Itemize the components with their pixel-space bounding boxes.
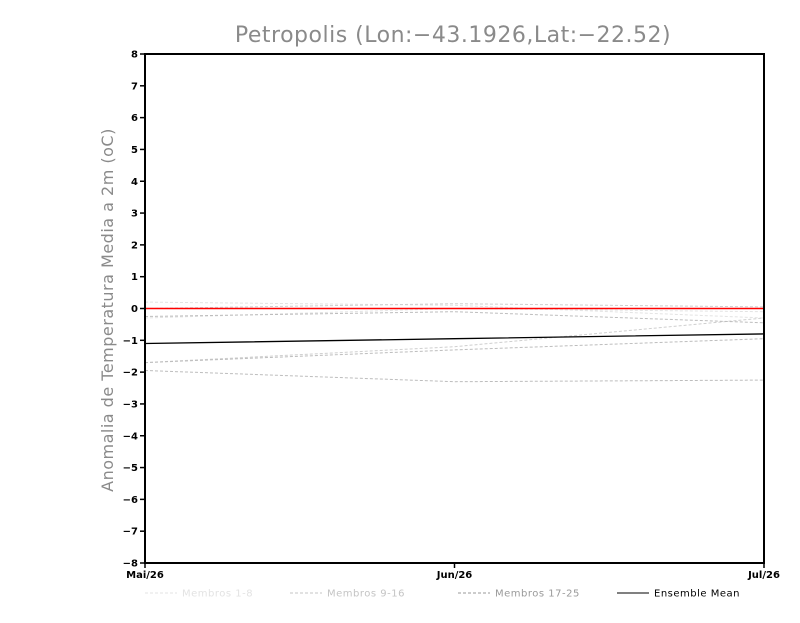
legend-label: Membros 17-25 [495, 589, 580, 600]
x-tick-label: Jun/26 [436, 570, 473, 581]
y-tick-label: −8 [123, 559, 138, 570]
plot-area [144, 301, 765, 383]
series-line-member-5 [144, 338, 765, 364]
y-tick-label: 8 [131, 50, 138, 61]
legend: Membros 1-8 Membros 9-16 Membros 17-25 Ense… [145, 589, 740, 600]
y-axis-label: Anomalia de Temperatura Media a 2m (oC) [98, 128, 117, 492]
y-tick-label: −5 [123, 463, 138, 474]
chart-title: Petropolis (Lon:−43.1926,Lat:−22.52) [235, 23, 671, 48]
y-tick-label: 7 [131, 81, 138, 92]
y-tick-label: 3 [131, 209, 138, 220]
legend-label: Membros 9-16 [327, 589, 405, 600]
series-line-member-6 [144, 370, 765, 383]
y-tick-label: 4 [131, 177, 138, 188]
y-tick-label: −6 [123, 495, 138, 506]
y-tick-label: 0 [131, 304, 138, 315]
legend-label: Membros 1-8 [182, 589, 253, 600]
series-line-ensemble-mean [144, 333, 765, 345]
y-tick-label: −3 [123, 399, 138, 410]
x-tick-label: Mai/26 [126, 570, 164, 581]
legend-label: Ensemble Mean [654, 589, 740, 600]
series-line-member-7 [144, 311, 765, 324]
y-tick-label: 2 [131, 240, 138, 251]
y-tick-label: −1 [123, 336, 138, 347]
series-line-member-2 [144, 307, 765, 319]
y-tick-label: 5 [131, 145, 138, 156]
series-line-member-4 [144, 303, 765, 309]
series-line-member-1 [144, 301, 765, 319]
y-tick-label: −4 [123, 431, 138, 442]
series-line-member-3 [144, 317, 765, 364]
y-tick-label: 6 [131, 113, 138, 124]
y-tick-label: −2 [123, 368, 138, 379]
y-tick-label: 1 [131, 272, 138, 283]
y-tick-label: −7 [123, 527, 138, 538]
x-tick-label: Jul/26 [747, 570, 780, 581]
